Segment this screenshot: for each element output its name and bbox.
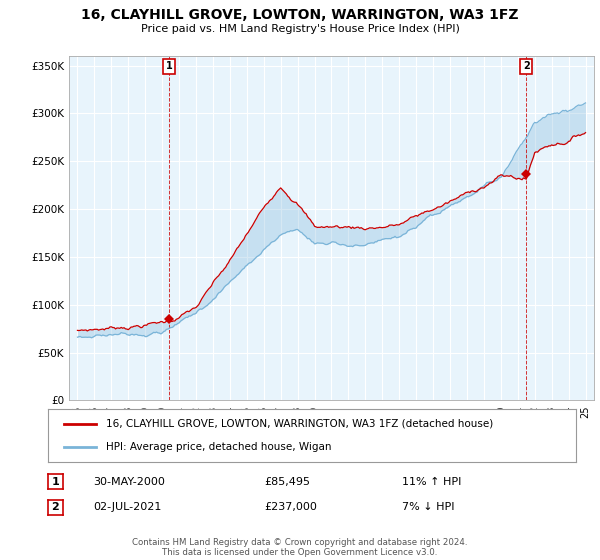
Text: Contains HM Land Registry data © Crown copyright and database right 2024.
This d: Contains HM Land Registry data © Crown c… bbox=[132, 538, 468, 557]
Text: HPI: Average price, detached house, Wigan: HPI: Average price, detached house, Wiga… bbox=[106, 442, 332, 452]
Text: 2: 2 bbox=[523, 61, 530, 71]
Text: 02-JUL-2021: 02-JUL-2021 bbox=[93, 502, 161, 512]
Text: 1: 1 bbox=[166, 61, 172, 71]
Text: 11% ↑ HPI: 11% ↑ HPI bbox=[402, 477, 461, 487]
Text: Price paid vs. HM Land Registry's House Price Index (HPI): Price paid vs. HM Land Registry's House … bbox=[140, 24, 460, 34]
Text: 30-MAY-2000: 30-MAY-2000 bbox=[93, 477, 165, 487]
Text: £237,000: £237,000 bbox=[264, 502, 317, 512]
Text: £85,495: £85,495 bbox=[264, 477, 310, 487]
Text: 16, CLAYHILL GROVE, LOWTON, WARRINGTON, WA3 1FZ: 16, CLAYHILL GROVE, LOWTON, WARRINGTON, … bbox=[81, 8, 519, 22]
Text: 7% ↓ HPI: 7% ↓ HPI bbox=[402, 502, 455, 512]
Text: 16, CLAYHILL GROVE, LOWTON, WARRINGTON, WA3 1FZ (detached house): 16, CLAYHILL GROVE, LOWTON, WARRINGTON, … bbox=[106, 419, 493, 429]
Text: 2: 2 bbox=[52, 502, 59, 512]
Text: 1: 1 bbox=[52, 477, 59, 487]
